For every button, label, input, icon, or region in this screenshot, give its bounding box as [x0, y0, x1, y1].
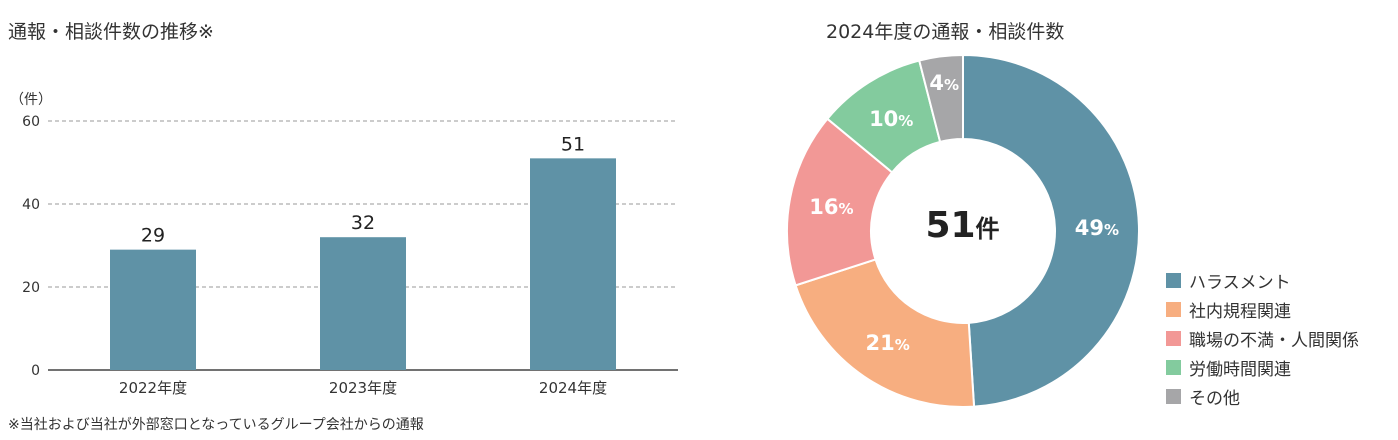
legend-item: その他 — [1166, 382, 1359, 411]
donut-slice — [918, 53, 964, 144]
legend-swatch — [1166, 273, 1181, 288]
legend-label: その他 — [1189, 389, 1240, 409]
donut-slice — [962, 53, 1140, 408]
footnote: ※当社および当社が外部窓口となっているグループ会社からの通報 — [8, 417, 424, 433]
bar — [110, 249, 196, 370]
donut-legend: ハラスメント 社内規程関連 職場の不満・人間関係 労働時間関連 その他 — [1166, 266, 1359, 411]
y-tick-label: 0 — [31, 363, 40, 379]
legend-label: ハラスメント — [1189, 273, 1291, 293]
legend-swatch — [1166, 360, 1181, 375]
y-tick-label: 60 — [22, 114, 40, 130]
y-axis-label: （件） — [10, 92, 52, 108]
donut-chart-title: 2024年度の通報・相談件数 — [826, 21, 1065, 43]
bar-chart: （件） 0 20 40 60 29 2022年度 32 2023年度 51 2024年度 — [10, 92, 678, 397]
legend-item: ハラスメント — [1166, 266, 1359, 295]
legend-item: 労働時間関連 — [1166, 353, 1359, 382]
legend-swatch — [1166, 389, 1181, 404]
slice-percent-label: 21% — [866, 331, 910, 355]
bar — [320, 237, 406, 370]
slice-percent-label: 16% — [809, 195, 853, 219]
legend-item: 職場の不満・人間関係 — [1166, 324, 1359, 353]
x-tick-label: 2024年度 — [539, 379, 607, 397]
y-tick-label: 40 — [22, 197, 40, 213]
bar-value-label: 29 — [141, 225, 165, 247]
legend-label: 職場の不満・人間関係 — [1189, 331, 1359, 351]
center-total-unit: 件 — [975, 215, 1000, 243]
donut-chart: 49% 21% 16% 10% 4% — [786, 53, 1140, 408]
legend-swatch — [1166, 331, 1181, 346]
y-tick-label: 20 — [22, 280, 40, 296]
legend-swatch — [1166, 302, 1181, 317]
slice-percent-label: 4% — [929, 71, 959, 95]
x-tick-label: 2023年度 — [329, 379, 397, 397]
donut-slice — [794, 258, 976, 408]
bar — [530, 158, 616, 370]
legend-label: 社内規程関連 — [1189, 302, 1291, 322]
center-total-value: 51 — [925, 205, 976, 246]
legend-item: 社内規程関連 — [1166, 295, 1359, 324]
slice-percent-label: 49% — [1075, 216, 1119, 240]
bar-value-label: 51 — [561, 133, 585, 155]
donut-slice — [786, 117, 894, 287]
x-tick-label: 2022年度 — [119, 379, 187, 397]
legend-label: 労働時間関連 — [1189, 360, 1291, 380]
slice-percent-label: 10% — [869, 107, 913, 131]
bar-chart-title: 通報・相談件数の推移※ — [8, 21, 214, 43]
bar-value-label: 32 — [351, 212, 375, 234]
donut-center-total: 51件 — [905, 205, 1020, 246]
